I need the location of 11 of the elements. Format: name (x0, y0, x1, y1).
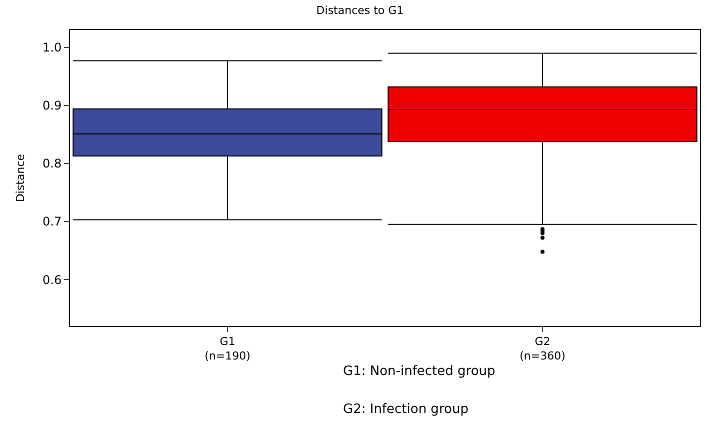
text: G1: Non-infected group (343, 364, 496, 379)
y-tick-label: 1.0 (42, 40, 62, 55)
text: G2: Infection group (343, 402, 468, 417)
x-tick-label: G2 (n=360) (520, 335, 566, 362)
x-tick-label: G1 (n=190) (204, 335, 250, 362)
y-tick-label: 0.9 (42, 98, 62, 113)
y-axis-title: Distance (14, 154, 28, 202)
chart-title: Distances to G1 (316, 4, 404, 18)
y-tick-label: 0.7 (42, 214, 62, 229)
y-tick-label: 0.6 (42, 272, 62, 287)
y-tick-label: 0.8 (42, 156, 62, 171)
